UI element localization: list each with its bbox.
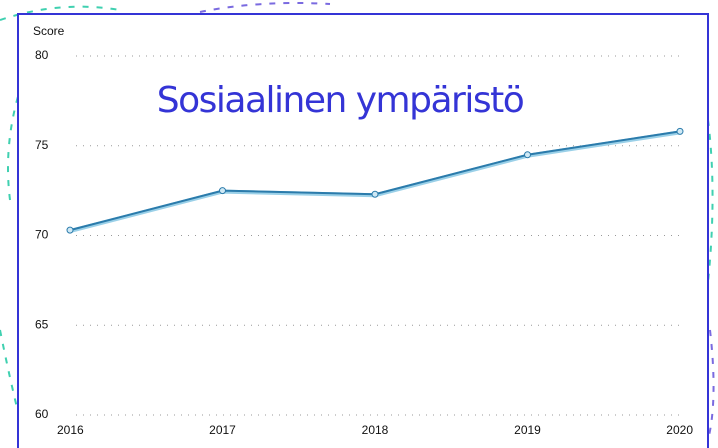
chart: Score Sosiaalinen ympäristö 60 65 70 75 80 20… [0, 0, 718, 448]
x-tick-label: 2017 [209, 423, 236, 437]
data-point [67, 227, 73, 233]
y-tick-label: 60 [35, 407, 49, 421]
y-axis-label: Score [33, 24, 65, 38]
data-point [525, 152, 531, 158]
data-point [372, 191, 378, 197]
y-tick-label: 70 [35, 228, 49, 242]
x-tick-label: 2020 [666, 423, 693, 437]
y-tick-label: 80 [35, 48, 49, 62]
y-tick-label: 65 [35, 317, 49, 331]
x-tick-label: 2019 [514, 423, 541, 437]
y-tick-label: 75 [35, 138, 49, 152]
data-point [220, 188, 226, 194]
x-tick-label: 2016 [57, 423, 84, 437]
data-point [677, 128, 683, 134]
x-tick-label: 2018 [362, 423, 389, 437]
chart-title: Sosiaalinen ympäristö [157, 80, 524, 121]
